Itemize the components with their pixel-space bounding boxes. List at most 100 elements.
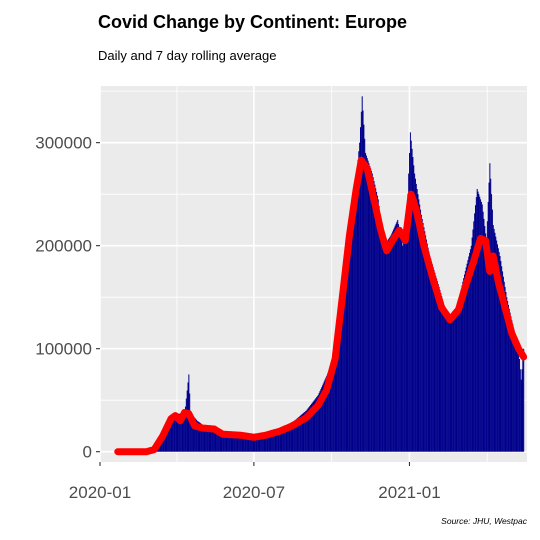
- daily-bar: [225, 431, 227, 452]
- daily-bar: [214, 429, 216, 452]
- daily-bar: [240, 433, 242, 452]
- daily-bar: [276, 431, 278, 452]
- daily-bar: [321, 387, 323, 452]
- daily-bar: [384, 244, 386, 452]
- daily-bar: [357, 159, 359, 452]
- daily-bar: [249, 434, 251, 452]
- daily-bar: [441, 296, 443, 452]
- daily-bar: [493, 228, 495, 452]
- daily-bar: [506, 297, 508, 452]
- daily-bar: [392, 231, 394, 452]
- daily-bar: [456, 308, 458, 452]
- daily-bar: [437, 284, 439, 452]
- daily-bar: [332, 359, 334, 452]
- daily-bar: [192, 415, 194, 452]
- daily-bar: [458, 297, 460, 452]
- daily-bar: [268, 434, 270, 452]
- x-axis: 2020-01 2020-07 2021-01: [69, 462, 441, 502]
- daily-bar: [296, 418, 298, 452]
- daily-bar: [235, 433, 237, 452]
- daily-bar: [327, 373, 329, 452]
- daily-bar: [173, 415, 175, 452]
- daily-bar: [175, 414, 177, 452]
- daily-bar: [162, 434, 164, 452]
- daily-bar: [426, 243, 428, 452]
- daily-bar: [176, 414, 178, 452]
- daily-bar: [353, 203, 355, 452]
- daily-bar: [451, 315, 453, 452]
- daily-bar: [304, 411, 306, 452]
- daily-bar: [186, 390, 188, 452]
- daily-bar: [241, 433, 243, 452]
- daily-bar: [331, 364, 333, 452]
- daily-bar: [458, 301, 460, 452]
- daily-bar: [285, 426, 287, 452]
- daily-bar: [453, 314, 455, 452]
- daily-bar: [396, 221, 398, 452]
- daily-bar: [518, 348, 520, 452]
- daily-bar: [254, 435, 256, 452]
- daily-bar: [299, 415, 301, 452]
- daily-bar: [248, 434, 250, 452]
- daily-bar: [330, 366, 332, 452]
- daily-bar: [171, 417, 173, 452]
- daily-bar: [436, 278, 438, 452]
- daily-bar: [411, 148, 413, 452]
- daily-bar: [515, 338, 517, 452]
- daily-bar: [459, 293, 461, 452]
- daily-bar: [310, 403, 312, 452]
- daily-bar: [507, 301, 509, 452]
- daily-bar: [237, 433, 239, 452]
- daily-bar: [468, 256, 470, 452]
- daily-bar: [301, 414, 303, 452]
- daily-bar: [270, 433, 272, 452]
- daily-bar: [425, 239, 427, 452]
- daily-bar: [185, 398, 187, 452]
- daily-bar: [485, 240, 487, 452]
- daily-bar: [381, 225, 383, 452]
- daily-bar: [450, 315, 452, 452]
- daily-bar: [245, 434, 247, 452]
- daily-bar: [343, 294, 345, 452]
- daily-bar: [250, 434, 252, 452]
- daily-bar: [511, 320, 513, 452]
- daily-bar: [424, 231, 426, 452]
- daily-bar: [487, 201, 489, 452]
- daily-bar: [289, 423, 291, 452]
- daily-bar: [464, 274, 466, 452]
- daily-bar: [409, 132, 411, 452]
- daily-bar: [168, 423, 170, 452]
- daily-bar: [520, 379, 522, 452]
- daily-bar: [281, 429, 283, 452]
- daily-bar: [497, 248, 499, 452]
- daily-bar: [182, 414, 184, 452]
- daily-bar: [380, 219, 382, 452]
- daily-bar: [292, 422, 294, 452]
- daily-bar: [300, 414, 302, 452]
- daily-bar: [461, 285, 463, 452]
- daily-bar: [341, 305, 343, 452]
- daily-bar: [383, 245, 385, 452]
- daily-bar: [229, 432, 231, 452]
- daily-bar: [443, 305, 445, 452]
- daily-bar: [299, 416, 301, 452]
- daily-bar: [205, 426, 207, 452]
- daily-bar: [322, 383, 324, 452]
- daily-bar: [207, 427, 209, 452]
- daily-bar: [360, 127, 361, 452]
- daily-bar: [491, 194, 493, 452]
- daily-bar: [404, 219, 406, 452]
- daily-bar: [223, 431, 225, 452]
- daily-bar: [422, 223, 424, 452]
- daily-bar: [260, 435, 262, 452]
- daily-bar: [474, 213, 476, 452]
- daily-bar: [423, 227, 425, 452]
- daily-bar: [367, 160, 369, 452]
- daily-bar: [488, 182, 490, 452]
- daily-bar: [195, 418, 197, 452]
- daily-bar: [318, 393, 320, 452]
- daily-bar: [480, 201, 482, 452]
- daily-bar: [480, 199, 482, 452]
- daily-bar: [346, 271, 348, 452]
- daily-bar: [517, 345, 519, 452]
